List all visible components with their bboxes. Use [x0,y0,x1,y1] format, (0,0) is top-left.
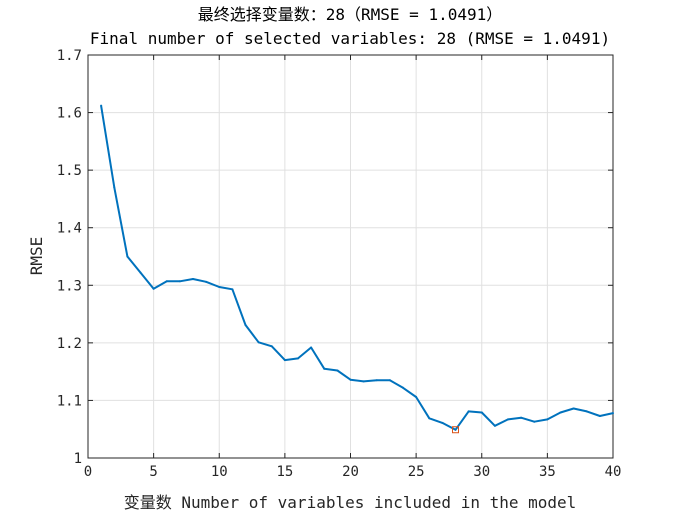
data-point [192,277,194,280]
x-tick-label: 30 [473,464,490,480]
data-point [480,411,483,414]
y-tick-label: 1.2 [57,336,82,352]
x-tick-label: 20 [342,464,359,480]
data-point [336,369,339,372]
x-tick-label: 40 [605,464,622,480]
x-tick-label: 35 [539,464,556,480]
y-tick-label: 1.5 [57,163,82,179]
data-point [546,418,549,421]
x-axis-label: 变量数 Number of variables included in the … [124,493,577,512]
data-point [467,410,470,413]
data-point [362,380,365,383]
data-point [139,271,142,274]
y-axis-ticks: 1 1.1 1.2 1.3 1.4 1.5 1.6 1.7 [57,48,613,467]
series-line-rmse [100,105,614,431]
data-point [598,414,601,417]
data-point [428,417,431,420]
data-point [520,416,523,419]
data-point [402,386,404,389]
data-point [388,379,391,382]
x-axis-ticks: 0 5 10 15 20 25 30 35 40 [84,55,622,480]
selected-variables-marker [452,426,459,434]
data-point [231,288,234,291]
data-point [283,359,286,362]
data-point [297,357,299,360]
data-point [533,420,536,423]
data-point [178,280,181,283]
chart-subtitle: Final number of selected variables: 28 (… [90,29,610,48]
y-tick-label: 1 [74,451,82,467]
data-point [454,428,457,431]
data-point [572,407,575,410]
data-point [126,255,129,258]
data-point [323,367,326,370]
data-point [165,280,168,283]
y-tick-label: 1.7 [57,48,82,64]
data-point [441,421,444,424]
y-axis-label: RMSE [27,237,46,276]
x-tick-label: 5 [149,464,157,480]
x-tick-label: 15 [276,464,293,480]
data-point [113,186,116,189]
chart-title: 最终选择变量数：28（RMSE = 1.0491） [198,5,503,24]
data-point [507,418,509,421]
data-point [375,379,378,382]
data-point [585,410,588,413]
data-point [205,280,208,283]
y-tick-label: 1.6 [57,106,82,122]
data-point [493,424,496,427]
x-tick-label: 0 [84,464,92,480]
x-tick-label: 25 [408,464,425,480]
data-point [218,286,221,289]
data-point [100,104,103,107]
data-point [152,287,155,290]
y-tick-label: 1.3 [57,278,82,294]
data-point [257,341,260,344]
data-point [415,395,418,398]
x-tick-label: 10 [211,464,228,480]
y-tick-label: 1.1 [57,393,82,409]
data-point [310,346,313,349]
data-point [270,345,273,348]
y-tick-label: 1.4 [57,221,82,237]
data-point [349,378,352,381]
series-points [100,104,614,431]
data-point [244,324,247,327]
data-point [559,411,562,414]
data-point [612,412,614,415]
